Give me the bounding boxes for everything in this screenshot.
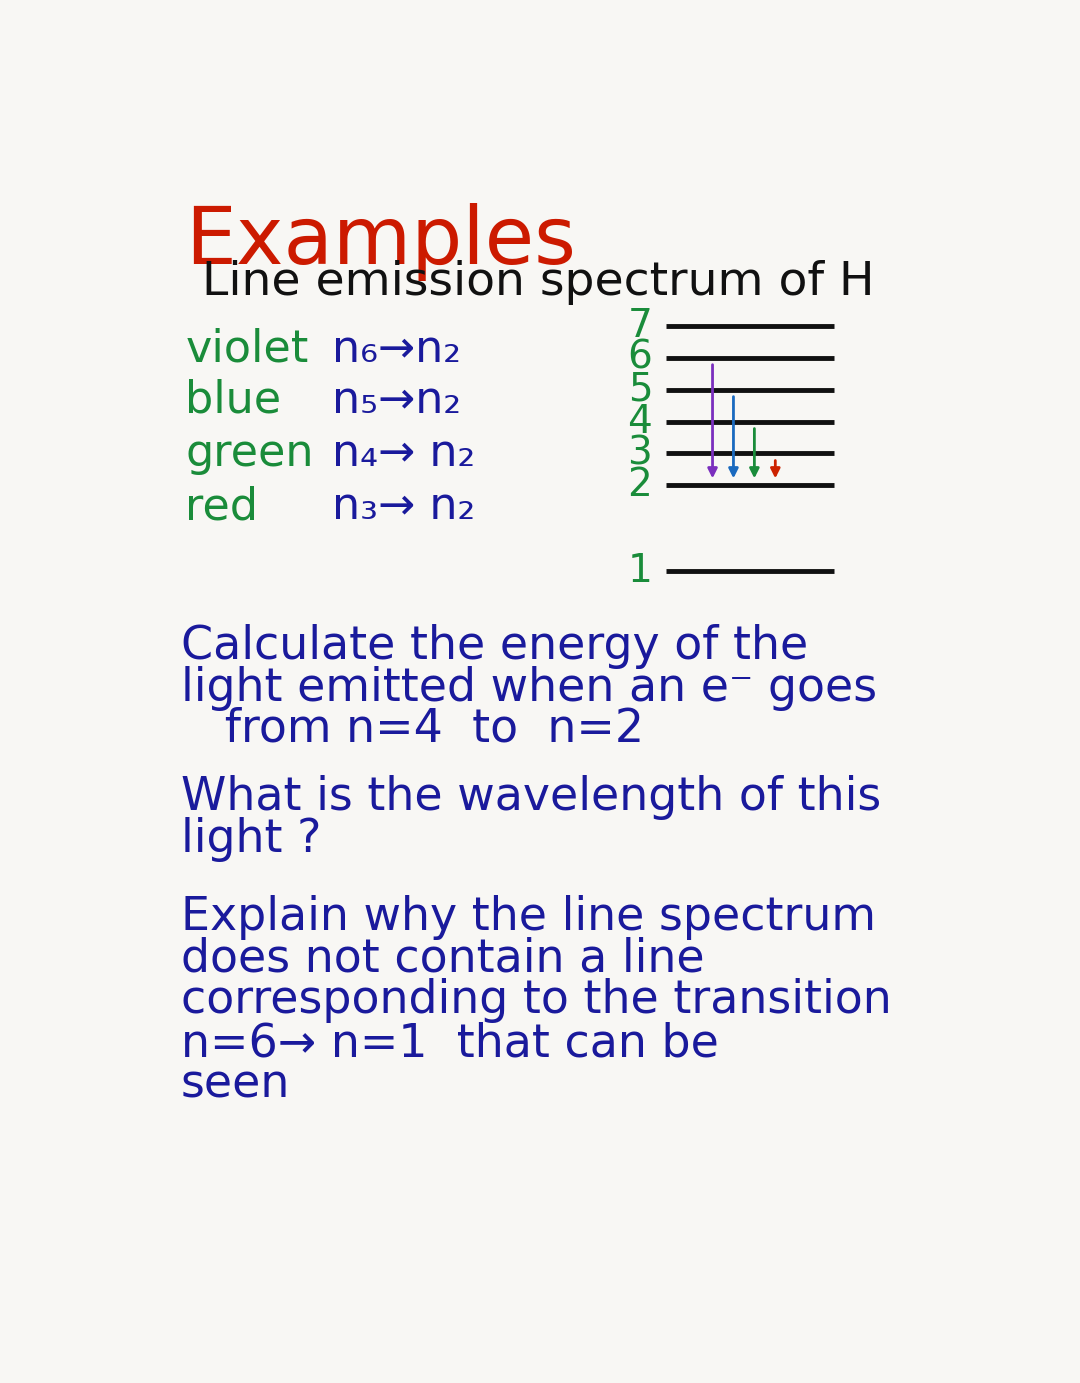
Text: 4: 4 [627,402,652,441]
Text: Calculate the energy of the: Calculate the energy of the [181,624,808,669]
Text: from n=4  to  n=2: from n=4 to n=2 [181,707,644,752]
Text: Explain why the line spectrum: Explain why the line spectrum [181,895,876,940]
Text: n=6→ n=1  that can be: n=6→ n=1 that can be [181,1021,719,1066]
Text: 1: 1 [627,552,652,589]
Text: What is the wavelength of this: What is the wavelength of this [181,774,881,820]
Text: 3: 3 [627,434,652,473]
Text: light emitted when an e⁻ goes: light emitted when an e⁻ goes [181,667,877,711]
Text: 7: 7 [627,307,652,344]
Text: 5: 5 [627,371,652,408]
Text: 6: 6 [627,339,652,376]
Text: n₅→n₂: n₅→n₂ [332,379,461,422]
Text: light ?: light ? [181,816,322,862]
Text: n₃→ n₂: n₃→ n₂ [332,485,475,528]
Text: Examples: Examples [186,203,576,281]
Text: n₆→n₂: n₆→n₂ [332,328,461,371]
Text: Line emission spectrum of H: Line emission spectrum of H [202,260,875,304]
Text: 2: 2 [627,466,652,505]
Text: does not contain a line: does not contain a line [181,936,704,982]
Text: seen: seen [181,1062,291,1108]
Text: green: green [186,433,313,476]
Text: blue: blue [186,379,282,422]
Text: n₄→ n₂: n₄→ n₂ [332,433,475,476]
Text: red: red [186,485,258,528]
Text: corresponding to the transition: corresponding to the transition [181,979,892,1023]
Text: violet: violet [186,328,309,371]
